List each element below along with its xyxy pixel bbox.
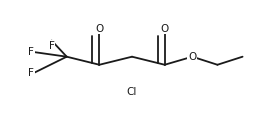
Text: F: F — [28, 47, 34, 57]
Text: O: O — [95, 24, 103, 34]
Text: F: F — [28, 68, 34, 78]
Text: Cl: Cl — [127, 87, 137, 97]
Text: F: F — [49, 41, 55, 51]
Text: O: O — [188, 52, 196, 62]
Text: O: O — [161, 24, 169, 34]
